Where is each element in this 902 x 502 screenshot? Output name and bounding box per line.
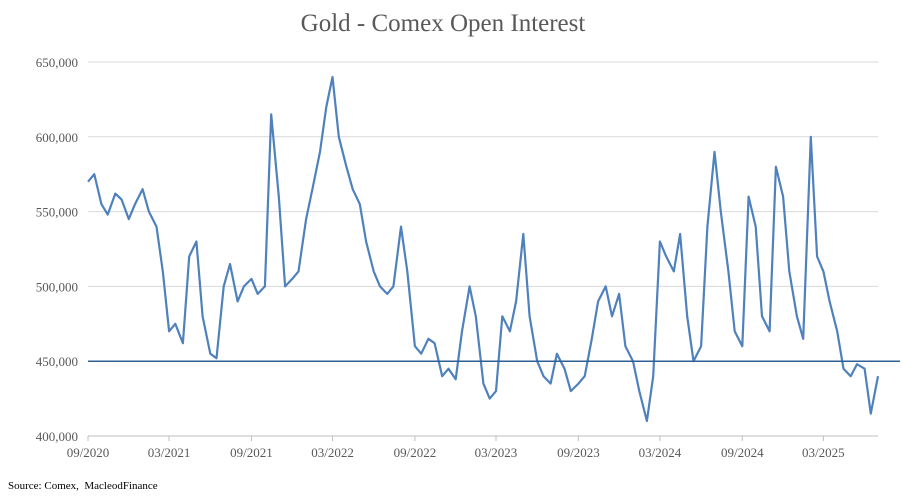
source-note: Source: Comex, MacleodFinance xyxy=(8,480,158,492)
y-axis-ticks: 400,000 450,000 500,000 550,000 600,000 650,0… xyxy=(36,55,78,444)
x-tick-label: 03/2024 xyxy=(639,445,682,460)
x-tick-label: 09/2020 xyxy=(67,445,110,460)
y-tick-label: 650,000 xyxy=(36,55,78,70)
y-tick-label: 550,000 xyxy=(36,205,78,220)
y-tick-label: 500,000 xyxy=(36,279,78,294)
x-tick-label: 09/2022 xyxy=(394,445,437,460)
series-layer xyxy=(87,75,880,423)
series-line xyxy=(87,75,880,423)
y-tick-label: 450,000 xyxy=(36,354,78,369)
x-axis-ticks: 09/2020 03/2021 09/2021 03/2022 09/2022 03/20… xyxy=(67,436,845,460)
chart-title: Gold - Comex Open Interest xyxy=(300,10,586,37)
x-tick-label: 03/2022 xyxy=(311,445,354,460)
x-tick-label: 03/2025 xyxy=(802,445,845,460)
x-tick-label: 03/2021 xyxy=(148,445,191,460)
x-tick-label: 03/2023 xyxy=(475,445,518,460)
x-tick-label: 09/2021 xyxy=(230,445,273,460)
x-tick-label: 09/2024 xyxy=(721,445,764,460)
x-tick-label: 09/2023 xyxy=(557,445,600,460)
y-tick-label: 600,000 xyxy=(36,130,78,145)
y-tick-label: 400,000 xyxy=(36,429,78,444)
